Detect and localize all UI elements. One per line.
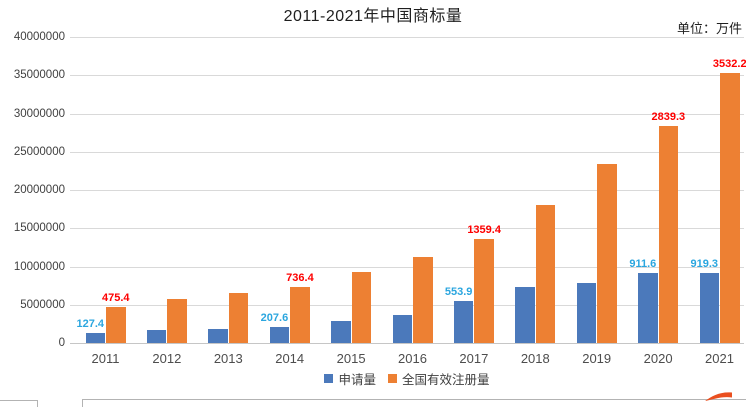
bar-registrations-2014 (290, 286, 310, 343)
data-label-registrations-2021: 3532.2 (712, 57, 746, 70)
legend-label-applications: 申请量 (338, 372, 376, 387)
bar-applications-2011 (85, 333, 105, 343)
bar-applications-2013 (208, 328, 228, 343)
x-axis-label-2013: 2013 (213, 351, 243, 366)
y-axis-tick-label: 40000000 (13, 31, 65, 43)
gridline (70, 113, 744, 115)
bar-registrations-2011 (106, 306, 126, 343)
data-label-applications-2020: 911.6 (629, 258, 657, 271)
y-axis-tick-label: 5000000 (20, 298, 65, 311)
legend-swatch-registrations-icon (388, 373, 397, 383)
partial-box-left (0, 400, 38, 407)
legend-swatch-applications-icon (324, 373, 334, 383)
bar-registrations-2015 (351, 271, 372, 343)
y-axis-tick-label: 35000000 (13, 69, 65, 82)
x-axis-label-2021: 2021 (705, 351, 734, 366)
unit-label: 单位：万件 (676, 21, 742, 36)
y-axis-tick-label: 0 (58, 337, 65, 349)
data-label-applications-2021: 919.3 (690, 257, 719, 270)
legend: 申请量 全国有效注册量 (70, 369, 744, 388)
bar-registrations-2018 (535, 204, 556, 343)
x-axis-label-2019: 2019 (582, 351, 612, 366)
data-label-registrations-2014: 736.4 (286, 271, 314, 284)
data-label-registrations-2017: 1359.4 (467, 224, 501, 236)
bar-registrations-2019 (597, 163, 617, 343)
x-axis-label-2018: 2018 (520, 351, 550, 366)
y-axis-tick-label: 15000000 (13, 222, 65, 235)
bar-applications-2014 (269, 327, 290, 343)
gridline (70, 190, 744, 191)
gridline (70, 37, 744, 38)
bar-registrations-2016 (413, 257, 433, 343)
red-swoosh-icon (705, 392, 732, 401)
legend-item-applications: 申请量 (324, 369, 376, 388)
bar-applications-2016 (392, 314, 412, 343)
bar-applications-2020 (638, 273, 658, 343)
x-axis-label-2017: 2017 (459, 351, 489, 366)
data-label-registrations-2011: 475.4 (101, 291, 130, 304)
x-axis-label-2011: 2011 (91, 351, 120, 366)
x-axis-label-2014: 2014 (275, 351, 305, 366)
gridline (70, 304, 744, 306)
gridline (70, 75, 744, 77)
y-axis-tick-label: 25000000 (13, 145, 65, 158)
data-label-registrations-2020: 2839.3 (651, 110, 686, 123)
bar-applications-2019 (576, 283, 597, 343)
gridline (70, 151, 744, 153)
gridline (70, 266, 744, 268)
x-axis-label-2016: 2016 (398, 351, 427, 366)
bar-registrations-2013 (228, 293, 249, 343)
gridline (70, 228, 744, 230)
x-axis-label-2012: 2012 (152, 351, 182, 366)
y-axis-tick-label: 30000000 (13, 107, 65, 120)
legend-label-registrations: 全国有效注册量 (402, 372, 490, 387)
bar-registrations-2021 (720, 72, 740, 343)
legend-item-registrations: 全国有效注册量 (388, 369, 490, 388)
bar-applications-2018 (515, 286, 535, 343)
chart-title: 2011-2021年中国商标量 (283, 8, 463, 25)
data-label-applications-2017: 553.9 (444, 285, 473, 298)
bar-applications-2015 (331, 320, 351, 343)
bar-registrations-2012 (167, 299, 187, 343)
plot-area: 127.4 475.4 207.6 736.4 553.9 1359.4 911.6 2839… (70, 37, 746, 344)
x-axis-line (70, 343, 744, 344)
y-axis-tick-label: 10000000 (13, 260, 65, 273)
x-axis-label-2015: 2015 (336, 351, 366, 366)
y-axis-tick-label: 20000000 (13, 184, 65, 196)
bar-applications-2017 (453, 300, 474, 343)
data-label-applications-2011: 127.4 (76, 318, 105, 331)
bar-registrations-2020 (658, 125, 679, 343)
partial-box-right (82, 399, 746, 407)
data-label-applications-2014: 207.6 (260, 312, 289, 325)
x-axis-label-2020: 2020 (643, 351, 673, 366)
bar-applications-2012 (146, 330, 167, 343)
bar-registrations-2017 (474, 239, 494, 343)
bar-applications-2021 (699, 272, 719, 343)
